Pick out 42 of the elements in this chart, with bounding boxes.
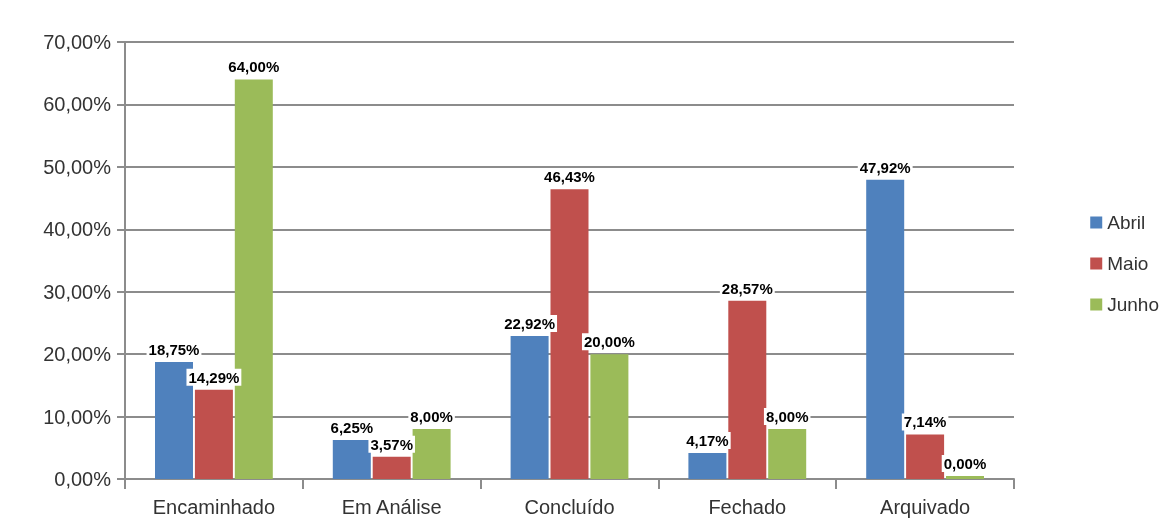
data-label: 28,57% xyxy=(721,279,773,297)
data-label: 7,14% xyxy=(903,413,947,431)
data-label: 20,00% xyxy=(583,333,635,351)
y-tick-label: 20,00% xyxy=(43,343,112,366)
bar xyxy=(332,439,371,479)
y-tick-label: 10,00% xyxy=(43,405,112,428)
legend-label: Abril xyxy=(1107,212,1146,233)
bar xyxy=(194,389,233,479)
x-tick-label: Encaminhado xyxy=(152,496,276,518)
bar xyxy=(688,452,727,479)
bar xyxy=(866,179,905,479)
y-tick-label: 40,00% xyxy=(43,218,112,241)
bar xyxy=(372,456,411,479)
bar xyxy=(728,300,767,479)
bar xyxy=(906,434,945,479)
y-tick-label: 0,00% xyxy=(54,468,112,490)
data-label: 3,57% xyxy=(370,435,413,453)
bar xyxy=(510,335,549,479)
legend-label: Junho xyxy=(1107,294,1160,315)
data-label: 4,17% xyxy=(686,431,729,449)
y-tick-label: 50,00% xyxy=(43,155,112,178)
data-label: 47,92% xyxy=(859,158,911,176)
x-tick-label: Arquivado xyxy=(880,496,971,518)
y-tick-label: 70,00% xyxy=(43,31,112,53)
data-label: 6,25% xyxy=(330,418,374,436)
bar xyxy=(768,429,807,479)
legend-label: Maio xyxy=(1107,253,1149,274)
data-label: 22,92% xyxy=(504,314,556,332)
y-tick-label: 30,00% xyxy=(43,280,112,303)
x-tick-label: Fechado xyxy=(708,496,787,518)
data-label: 8,00% xyxy=(765,408,809,426)
x-tick-label: Concluído xyxy=(524,496,615,518)
bar xyxy=(590,354,629,479)
data-label: 18,75% xyxy=(148,340,200,358)
data-label: 0,00% xyxy=(943,455,987,472)
data-label: 8,00% xyxy=(410,408,453,426)
bar xyxy=(412,429,451,479)
data-label: 14,29% xyxy=(188,368,240,386)
data-label: 46,43% xyxy=(544,168,595,186)
x-tick-label: Em Análise xyxy=(341,496,442,518)
y-tick-label: 60,00% xyxy=(43,93,112,116)
data-label: 64,00% xyxy=(228,58,280,76)
